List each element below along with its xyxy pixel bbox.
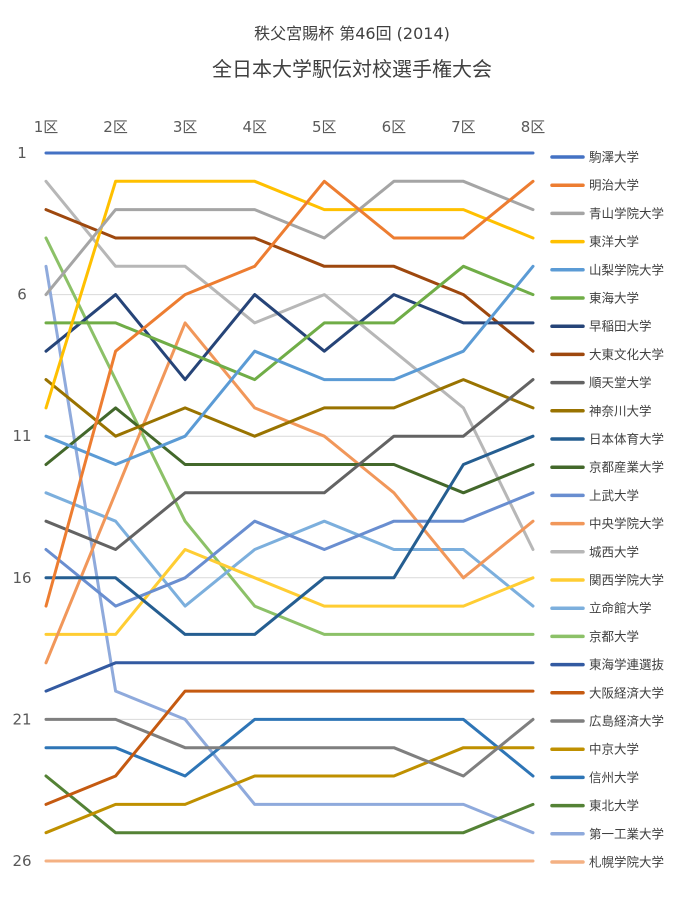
legend-label: 青山学院大学 xyxy=(589,206,664,221)
series-line xyxy=(44,264,535,466)
legend-label: 立命館大学 xyxy=(589,601,652,616)
y-tick-label: 1 xyxy=(17,144,27,162)
legend-label: 順天堂大学 xyxy=(589,375,652,390)
series-line xyxy=(44,293,535,382)
legend-label: 京都産業大学 xyxy=(589,460,664,475)
legend-label: 東洋大学 xyxy=(589,234,639,249)
legend-label: 大東文化大学 xyxy=(589,347,664,362)
legend-label: 広島経済大学 xyxy=(589,714,664,729)
series-line xyxy=(44,378,535,551)
legend-label: 神奈川大学 xyxy=(589,403,652,418)
series-line xyxy=(44,491,535,608)
legend-label: 城西大学 xyxy=(589,544,639,559)
x-tick-label: 5区 xyxy=(312,118,337,136)
y-tick-label: 11 xyxy=(12,427,31,445)
legend: 駒澤大学明治大学青山学院大学東洋大学山梨学院大学東海大学早稲田大学大東文化大学順… xyxy=(550,150,665,870)
series-line xyxy=(44,406,535,495)
x-tick-label: 6区 xyxy=(382,118,407,136)
series-line xyxy=(44,264,535,835)
x-tick-label: 7区 xyxy=(451,118,476,136)
legend-label: 日本体育大学 xyxy=(589,432,664,447)
x-tick-label: 8区 xyxy=(521,118,546,136)
legend-label: 第一工業大学 xyxy=(589,826,664,841)
x-axis-ticks: 1区 2区 3区 4区 5区 6区 7区 8区 xyxy=(34,118,546,136)
series-line xyxy=(44,661,535,693)
series-lines xyxy=(44,151,535,863)
legend-label: 大阪経済大学 xyxy=(589,685,664,700)
y-tick-label: 6 xyxy=(17,286,27,304)
series-line xyxy=(44,179,535,608)
series-line xyxy=(44,746,535,835)
series-line xyxy=(44,434,535,636)
series-line xyxy=(44,378,535,438)
x-tick-label: 2区 xyxy=(103,118,128,136)
x-tick-label: 4区 xyxy=(242,118,267,136)
y-tick-label: 21 xyxy=(12,710,31,728)
y-tick-label: 26 xyxy=(12,852,31,870)
x-tick-label: 3区 xyxy=(173,118,198,136)
legend-label: 明治大学 xyxy=(589,178,639,193)
chart-subtitle: 全日本大学駅伝対校選手権大会 xyxy=(212,57,492,81)
series-line xyxy=(44,264,535,382)
legend-label: 札幌学院大学 xyxy=(589,855,664,870)
series-line xyxy=(44,208,535,353)
legend-label: 信州大学 xyxy=(589,770,639,785)
legend-label: 山梨学院大学 xyxy=(589,262,664,277)
legend-label: 京都大学 xyxy=(589,629,639,644)
x-tick-label: 1区 xyxy=(34,118,59,136)
y-tick-label: 16 xyxy=(12,569,31,587)
legend-label: 関西学院大学 xyxy=(589,573,664,588)
gridlines xyxy=(46,152,533,862)
series-line xyxy=(44,179,535,410)
legend-label: 中央学院大学 xyxy=(589,516,664,531)
series-line xyxy=(44,717,535,778)
series-line xyxy=(44,179,535,551)
series-line xyxy=(44,236,535,636)
series-line xyxy=(44,548,535,636)
legend-label: 上武大学 xyxy=(589,488,639,503)
series-line xyxy=(44,689,535,806)
series-line xyxy=(44,491,535,608)
series-line xyxy=(44,717,535,778)
series-line xyxy=(44,774,535,835)
legend-label: 東北大学 xyxy=(589,798,639,813)
legend-label: 東海学連選抜 xyxy=(589,657,665,672)
legend-label: 早稲田大学 xyxy=(589,319,652,334)
legend-label: 中京大学 xyxy=(589,742,639,757)
chart-title: 秩父宮賜杯 第46回 (2014) xyxy=(254,24,450,43)
legend-label: 東海大学 xyxy=(589,291,639,306)
legend-label: 駒澤大学 xyxy=(589,150,639,165)
